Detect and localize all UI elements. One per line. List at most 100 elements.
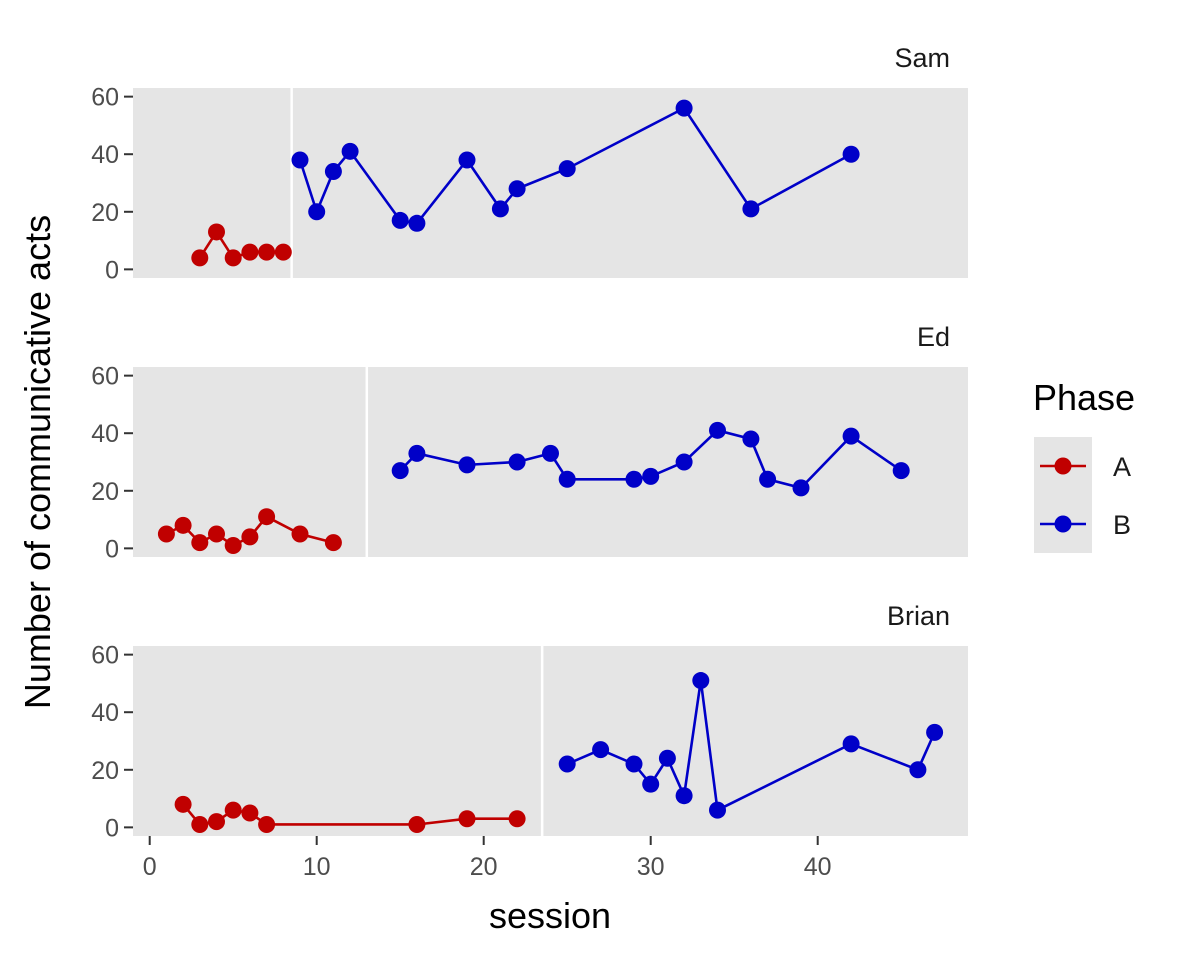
strip-label: Sam [894,43,950,73]
panels: Sam 0 20 40 60 Ed 0 20 40 60 Brian 0 20 40 60 [91,43,968,842]
data-point-phase-A [174,516,192,534]
y-tick-label: 40 [91,141,119,169]
data-point-phase-A [174,795,192,813]
data-point-phase-B [675,99,693,117]
data-point-phase-B [892,462,910,480]
legend: Phase AB [1033,377,1135,553]
x-tick-label: 40 [804,853,832,881]
panel-background [133,88,968,278]
data-point-phase-B [391,462,409,480]
panel-0: Sam 0 20 40 60 [91,43,968,284]
data-point-phase-B [709,801,726,819]
x-tick-label: 20 [470,853,498,881]
x-tick-label: 0 [143,853,157,881]
data-point-phase-B [558,160,576,178]
data-point-phase-B [675,787,693,805]
y-tick-label: 60 [91,84,119,112]
data-point-phase-A [258,508,276,526]
data-point-phase-B [842,427,860,445]
data-point-phase-B [658,749,676,767]
data-point-phase-A [241,804,259,822]
data-point-phase-A [224,249,242,267]
y-tick-label: 60 [91,363,119,391]
data-point-phase-B [308,203,326,221]
data-point-phase-A [274,243,292,261]
data-point-phase-B [391,211,409,229]
y-tick-label: 20 [91,757,119,785]
legend-title: Phase [1033,377,1135,418]
data-point-phase-A [208,813,225,831]
strip-label: Brian [887,601,950,631]
data-point-phase-A [191,534,209,552]
data-point-phase-A [258,815,276,833]
data-point-phase-B [759,470,777,488]
y-tick-label: 40 [91,420,119,448]
data-point-phase-A [224,536,242,554]
y-tick-label: 40 [91,699,119,727]
panel-1: Ed 0 20 40 60 [91,322,968,563]
data-point-phase-B [458,151,476,169]
legend-label-B: B [1113,510,1131,540]
data-point-phase-A [241,528,259,546]
data-point-phase-A [191,249,209,267]
data-point-phase-B [742,200,760,218]
data-point-phase-B [675,453,693,471]
data-point-phase-A [258,243,276,261]
y-axis-title: Number of communicative acts [17,215,58,709]
x-tick-label: 10 [303,853,331,881]
data-point-phase-A [157,525,175,543]
y-tick-label: 60 [91,642,119,670]
data-point-phase-B [341,142,359,160]
y-tick-label: 20 [91,199,119,227]
data-point-phase-B [909,761,927,779]
data-point-phase-B [408,214,426,232]
data-point-phase-A [241,243,259,261]
data-point-phase-A [291,525,309,543]
x-tick-label: 30 [637,853,665,881]
data-point-phase-A [324,534,342,552]
legend-label-A: A [1113,452,1131,482]
data-point-phase-B [324,162,342,180]
data-point-phase-B [491,200,509,218]
y-tick-label: 0 [105,256,119,284]
data-point-phase-B [558,470,576,488]
data-point-phase-B [692,672,710,690]
data-point-phase-B [642,467,660,485]
data-point-phase-B [625,470,643,488]
data-point-phase-B [642,775,660,793]
data-point-phase-A [508,810,526,828]
data-point-phase-B [458,456,476,474]
legend-key-point [1054,457,1072,475]
legend-key-point [1054,515,1072,533]
panel-background [133,367,968,557]
strip-label: Ed [917,322,950,352]
data-point-phase-A [224,801,242,819]
data-point-phase-A [191,815,209,833]
data-point-phase-B [842,145,860,163]
y-tick-label: 0 [105,814,119,842]
data-point-phase-B [625,755,643,773]
data-point-phase-B [508,453,526,471]
data-point-phase-B [558,755,576,773]
data-point-phase-B [592,741,610,759]
data-point-phase-B [792,479,810,497]
y-tick-label: 0 [105,535,119,563]
data-point-phase-A [408,815,426,833]
data-point-phase-B [508,180,526,198]
data-point-phase-A [208,525,225,543]
data-point-phase-A [208,223,225,241]
y-tick-label: 20 [91,478,119,506]
x-axis: 0 10 20 30 40 [143,836,832,881]
data-point-phase-A [458,810,476,828]
data-point-phase-B [709,421,726,439]
panel-2: Brian 0 20 40 60 [91,601,968,842]
data-point-phase-B [542,444,559,462]
data-point-phase-B [742,430,760,448]
panel-background [133,646,968,836]
data-point-phase-B [842,735,860,753]
x-axis-title: session [489,895,611,936]
data-point-phase-B [291,151,309,169]
data-point-phase-B [926,723,944,741]
data-point-phase-B [408,444,426,462]
